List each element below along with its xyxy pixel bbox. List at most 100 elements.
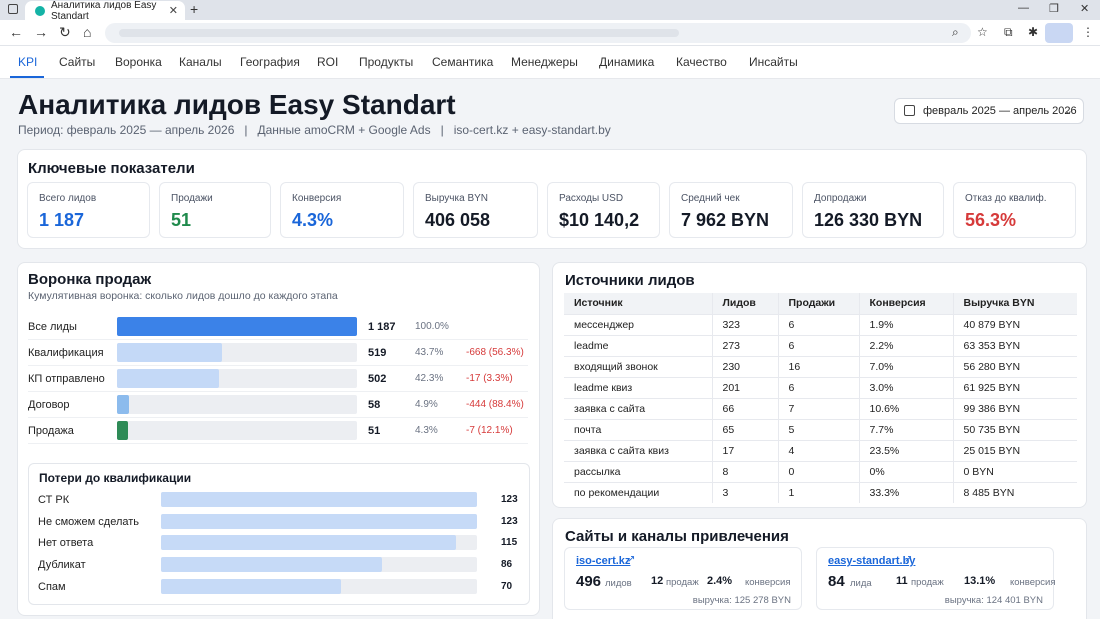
table-cell: 5 <box>777 418 859 440</box>
star-icon[interactable]: ☆ <box>977 25 988 39</box>
table-cell: 16 <box>777 355 859 377</box>
divider <box>28 443 528 444</box>
date-range-picker[interactable]: февраль 2025 — апрель 2026 ⌄ <box>894 98 1084 124</box>
divider <box>28 339 528 340</box>
site-leads-label: лида <box>850 578 872 589</box>
site-card: easy-standart.by ↗ 84 лида 11 продаж 13.1% конв… <box>816 547 1056 610</box>
loss-bar <box>161 557 382 573</box>
tab-channels[interactable]: Каналы <box>179 55 222 69</box>
funnel-stage-count: 51 <box>368 425 381 437</box>
table-cell: 3 <box>711 481 778 503</box>
table-cell: 6 <box>777 334 859 356</box>
funnel-stage-loss: -17 (3.3%) <box>466 373 513 384</box>
tab-roi[interactable]: ROI <box>317 55 339 69</box>
table-row: рассылка 8 0 0% 0 BYN <box>564 460 1077 482</box>
loss-row: СТ РК 123 <box>38 492 518 508</box>
funnel-bar-track <box>117 369 357 388</box>
tab-products[interactable]: Продукты <box>359 55 414 69</box>
tab-dynamics[interactable]: Динамика <box>599 55 655 69</box>
kpi-label: Конверсия <box>292 193 342 204</box>
tab-sites[interactable]: Сайты <box>59 55 96 69</box>
kpi-title: Ключевые показатели <box>28 160 195 177</box>
page-nav: KPI Сайты Воронка Каналы География ROI П… <box>0 46 1100 79</box>
funnel-stage-count: 1 187 <box>368 321 396 333</box>
kpi-label: Допродажи <box>814 193 867 204</box>
table-cell: 1.9% <box>858 313 953 335</box>
extensions-icon[interactable]: ⧉ <box>1004 25 1013 39</box>
sources-title: Источники лидов <box>565 272 695 289</box>
puzzle-icon[interactable]: ✱ <box>1028 25 1039 39</box>
external-link-icon[interactable]: ↗ <box>627 554 636 565</box>
minimize-icon[interactable]: — <box>1018 2 1029 14</box>
tab-kpi[interactable]: KPI <box>18 55 38 69</box>
reload-icon[interactable]: ↻ <box>59 24 71 40</box>
browser-menu-icon[interactable] <box>8 4 18 14</box>
favicon-icon <box>35 5 45 16</box>
loss-value: 86 <box>501 559 513 571</box>
browser-tab[interactable]: Аналитика лидов Easy Standart ✕ <box>25 0 185 22</box>
site-link[interactable]: iso-cert.kz <box>576 555 631 567</box>
loss-value: 115 <box>501 537 518 549</box>
page-subtitle: Период: февраль 2025 — апрель 2026 | Дан… <box>18 123 611 137</box>
table-cell: 8 <box>711 460 778 482</box>
site-revenue: выручка: 124 401 BYN <box>944 595 1043 606</box>
avatar[interactable] <box>1045 23 1073 43</box>
funnel-bar <box>117 343 222 362</box>
site-card: iso-cert.kz ↗ 496 лидов 12 продаж 2.4% конверси… <box>564 547 802 610</box>
loss-bar-track <box>161 557 477 573</box>
funnel-bar-track <box>117 317 357 336</box>
tab-geography[interactable]: География <box>240 55 300 69</box>
table-row: leadme квиз 201 6 3.0% 61 925 BYN <box>564 376 1077 398</box>
table-cell: 7.0% <box>858 355 953 377</box>
forward-icon[interactable]: → <box>34 24 48 40</box>
kpi-tile: Конверсия 4.3% <box>280 182 404 238</box>
more-icon[interactable]: ⋮ <box>1082 25 1094 39</box>
loss-bar <box>161 513 477 529</box>
site-conv-label: конверсия <box>745 577 791 588</box>
external-link-icon[interactable]: ↗ <box>904 554 913 565</box>
funnel-stage-pct: 4.3% <box>415 425 438 436</box>
tab-managers[interactable]: Менеджеры <box>511 55 578 69</box>
table-header-cell: Конверсия <box>858 293 953 314</box>
kpi-label: Выручка BYN <box>425 193 489 204</box>
loss-label: Нет ответа <box>38 537 94 550</box>
table-cell: рассылка <box>564 460 712 482</box>
address-bar: ← → ↻ ⌂ ⌕ ☆ ⧉ ✱ ⋮ <box>0 20 1100 46</box>
site-link[interactable]: easy-standart.by <box>828 555 916 567</box>
funnel-bar <box>117 421 128 440</box>
table-row: по рекомендации 3 1 33.3% 8 485 BYN <box>564 481 1077 503</box>
chevron-down-icon: ⌄ <box>1063 105 1073 117</box>
table-cell: почта <box>564 418 712 440</box>
funnel-bar <box>117 395 129 414</box>
funnel-stage-label: Квалификация <box>28 347 104 359</box>
home-icon[interactable]: ⌂ <box>83 24 92 40</box>
loss-row: Нет ответа 115 <box>38 535 518 551</box>
table-cell: 273 <box>711 334 778 356</box>
maximize-icon[interactable]: ❐ <box>1049 3 1059 15</box>
site-conv-value: 2.4% <box>707 575 733 587</box>
url-input[interactable] <box>105 23 971 43</box>
table-cell: заявка с сайта квиз <box>564 439 712 461</box>
new-tab-button[interactable]: + <box>190 1 199 17</box>
tab-insights[interactable]: Инсайты <box>749 55 798 69</box>
tab-semantics[interactable]: Семантика <box>432 55 494 69</box>
loss-value: 70 <box>501 580 513 592</box>
loss-bar-track <box>161 492 477 507</box>
kpi-tile: Продажи 51 <box>159 182 271 238</box>
funnel-stage-row: Квалификация 519 43.7% -668 (56.3%) <box>28 343 528 366</box>
back-icon[interactable]: ← <box>9 24 23 40</box>
loss-label: Дубликат <box>38 559 86 572</box>
kpi-label: Продажи <box>171 193 213 204</box>
table-cell: 3.0% <box>858 376 953 398</box>
kpi-value: 4.3% <box>292 210 334 230</box>
funnel-stage-label: Договор <box>28 399 70 411</box>
tab-funnel[interactable]: Воронка <box>115 55 162 69</box>
tab-close-icon[interactable]: ✕ <box>168 5 178 17</box>
close-window-icon[interactable]: ✕ <box>1080 3 1090 15</box>
search-icon[interactable]: ⌕ <box>952 25 959 39</box>
funnel-stage-count: 502 <box>368 373 387 385</box>
table-cell: 0 <box>777 460 859 482</box>
tab-quality[interactable]: Качество <box>676 55 727 69</box>
table-cell: 230 <box>711 355 778 377</box>
kpi-tile: Расходы USD $10 140,2 <box>547 182 660 238</box>
